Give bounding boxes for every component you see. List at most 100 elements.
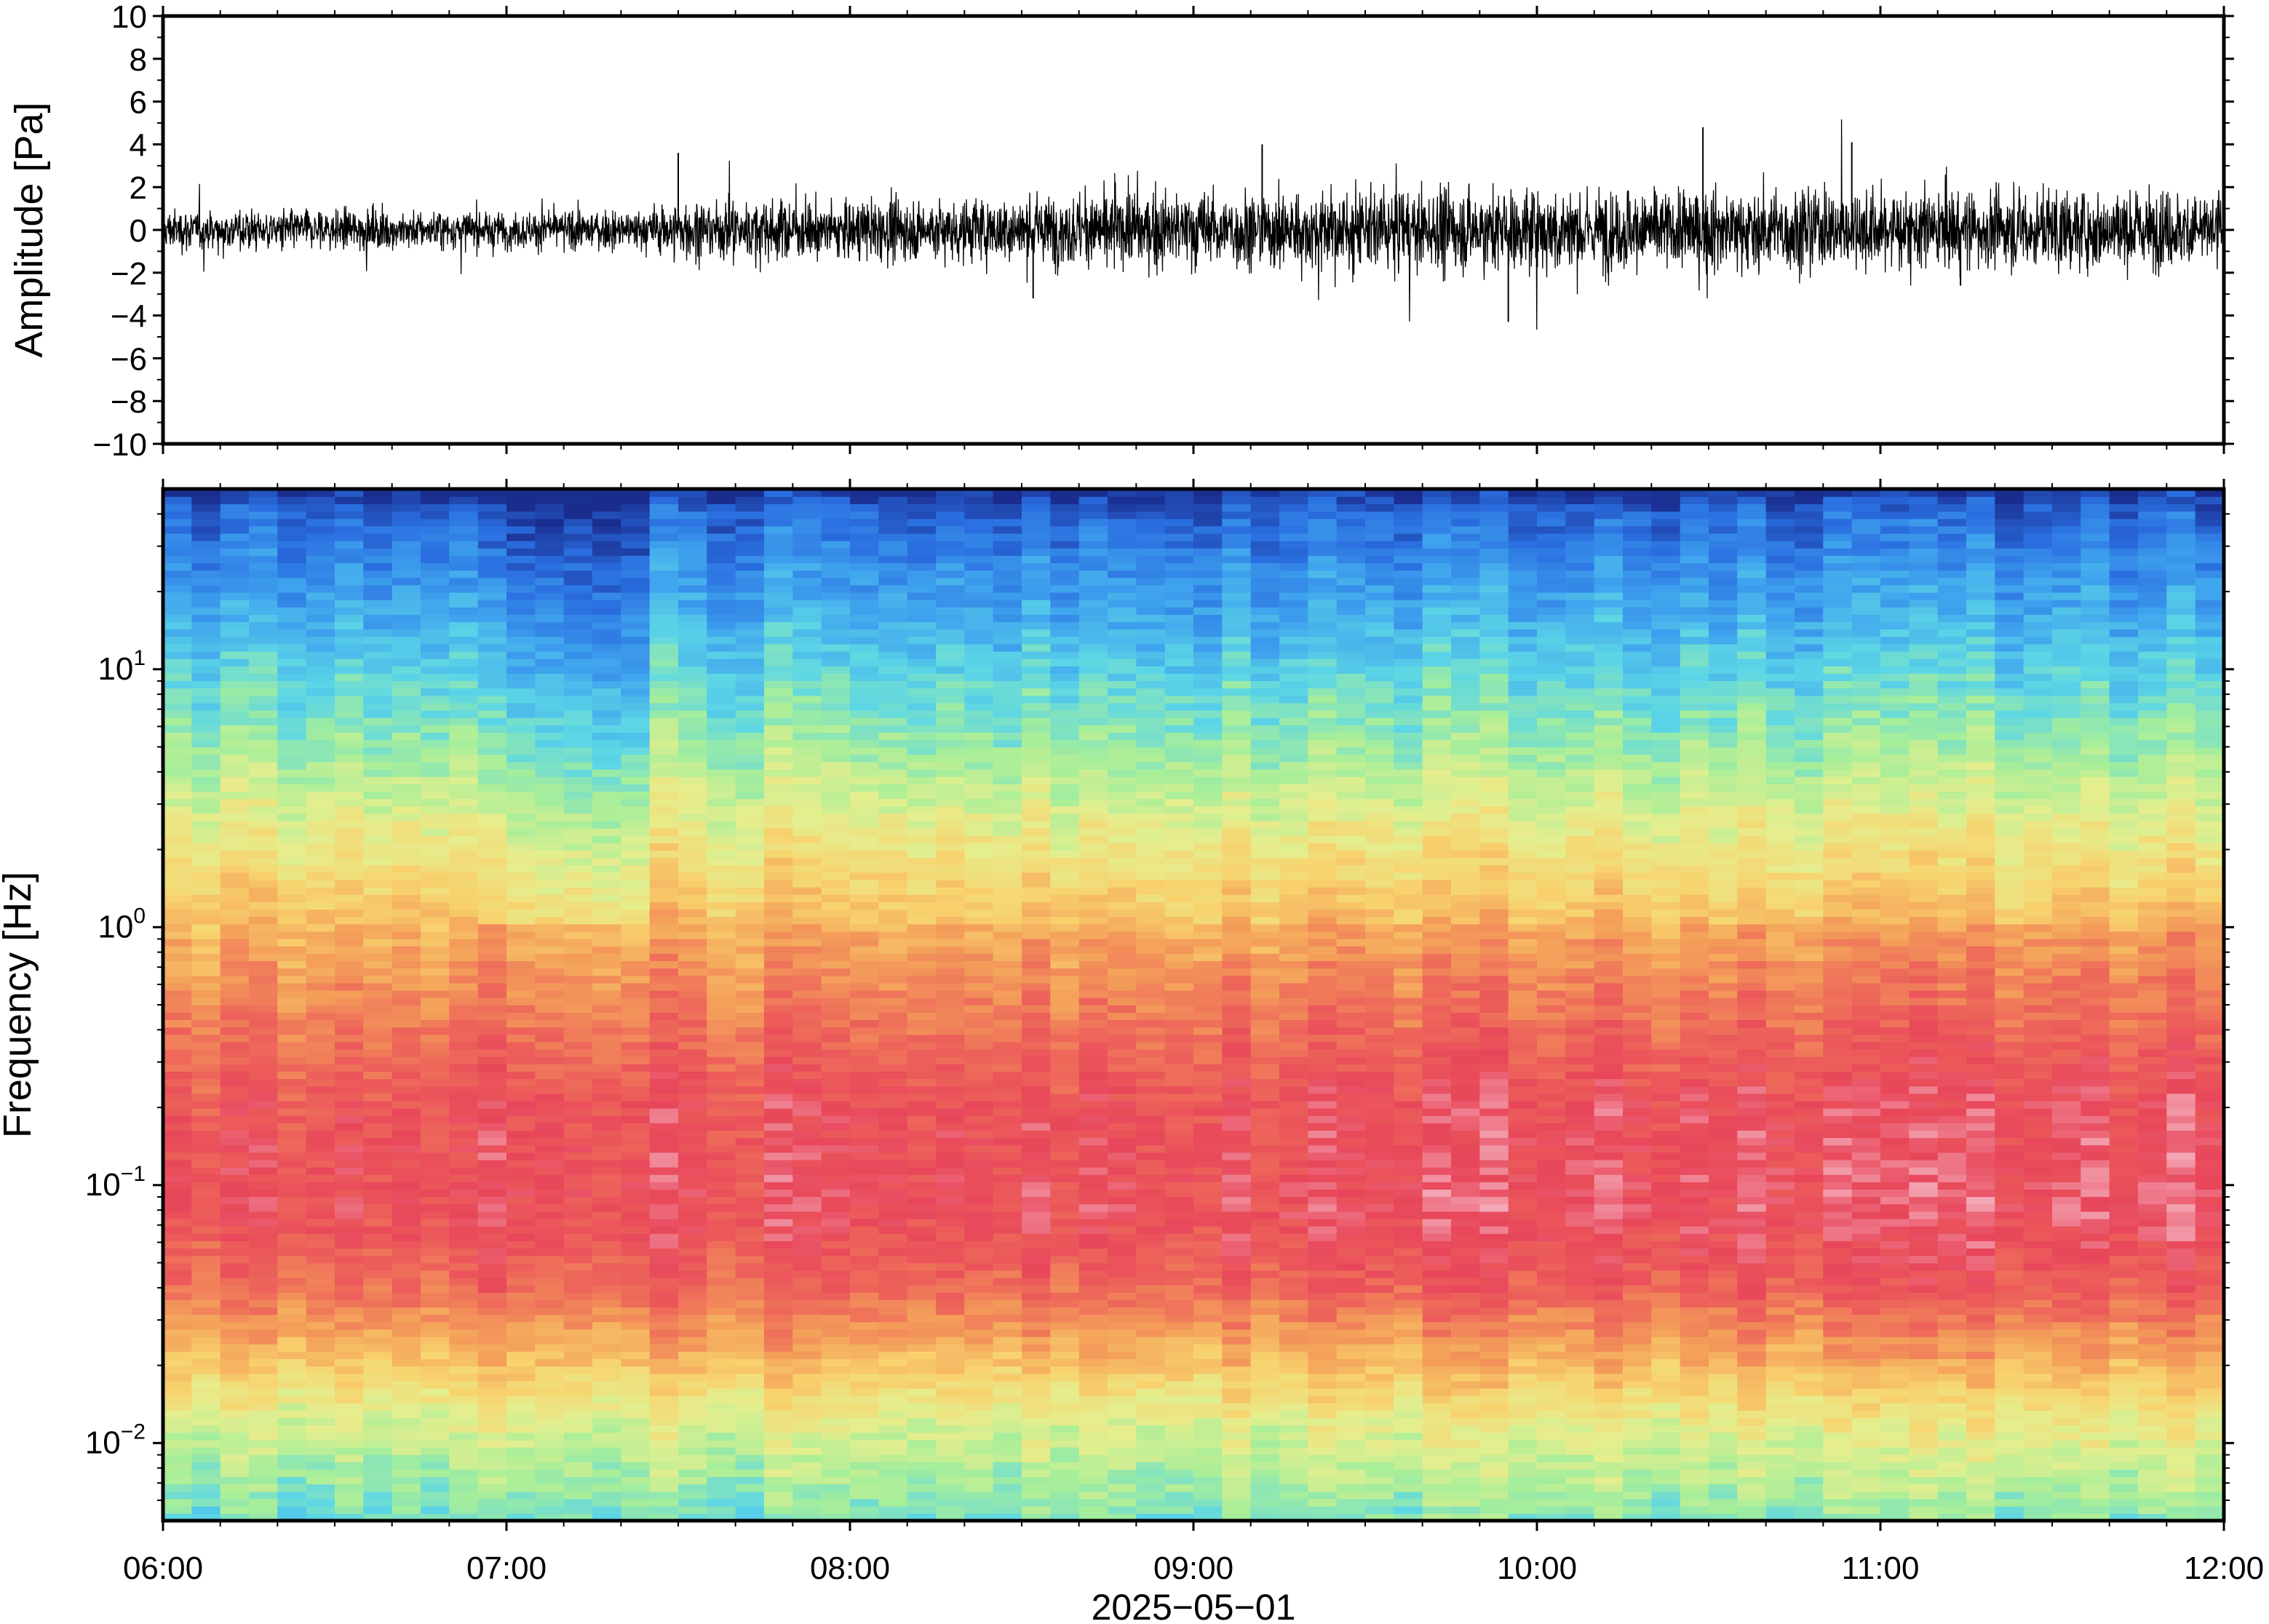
- spectrogram-cell: [506, 717, 536, 725]
- spectrogram-cell: [678, 1307, 708, 1315]
- spectrogram-cell: [163, 938, 193, 947]
- spectrogram-cell: [821, 879, 851, 888]
- spectrogram-cell: [477, 496, 507, 504]
- spectrogram-cell: [1108, 1034, 1137, 1043]
- spectrogram-cell: [678, 813, 708, 821]
- spectrogram-cell: [191, 953, 221, 961]
- spectrogram-cell: [1022, 695, 1052, 704]
- spectrogram-cell: [964, 1462, 994, 1470]
- spectrogram-cell: [1136, 990, 1166, 998]
- spectrogram-cell: [335, 1410, 365, 1418]
- spectrogram-cell: [220, 990, 250, 998]
- spectrogram-cell: [878, 1056, 908, 1064]
- spectrogram-cell: [878, 1410, 908, 1418]
- spectrogram-cell: [735, 732, 765, 741]
- spectrogram-cell: [993, 1462, 1022, 1470]
- spectrogram-cell: [392, 1027, 421, 1035]
- spectrogram-cell: [792, 525, 822, 534]
- spectrogram-cell: [449, 1078, 479, 1087]
- spectrogram-cell: [678, 1056, 708, 1064]
- spectrogram-cell: [907, 739, 937, 748]
- spectrogram-cell: [821, 1233, 851, 1241]
- spectrogram-cell: [735, 1012, 765, 1020]
- spectrogram-cell: [421, 533, 450, 541]
- spectrogram-cell: [335, 725, 365, 733]
- spectrogram-cell: [1050, 1432, 1080, 1441]
- spectrogram-cell: [535, 894, 565, 902]
- spectrogram-cell: [1078, 1241, 1108, 1249]
- spectrogram-cell: [964, 1307, 994, 1315]
- spectrogram-cell: [421, 916, 450, 925]
- spectrogram-cell: [621, 1218, 651, 1227]
- spectrogram-cell: [821, 518, 851, 527]
- spectrogram-cell: [1108, 518, 1137, 527]
- spectrogram-cell: [707, 827, 736, 836]
- spectrogram-cell: [249, 584, 279, 593]
- spectrogram-cell: [363, 503, 393, 512]
- spectrogram-cell: [821, 1123, 851, 1131]
- spectrogram-cell: [1050, 1218, 1080, 1227]
- spectrogram-cell: [1022, 1056, 1052, 1064]
- spectrogram-cell: [764, 1233, 794, 1241]
- spectrogram-cell: [392, 1189, 421, 1198]
- spectrogram-cell: [649, 864, 679, 873]
- spectrogram-cell: [1108, 864, 1137, 873]
- spectrogram-cell: [363, 1182, 393, 1190]
- spectrogram-cell: [792, 768, 822, 777]
- spectrogram-cell: [335, 1130, 365, 1139]
- spectrogram-cell: [764, 1402, 794, 1411]
- spectrogram-cell: [821, 901, 851, 910]
- spectrogram-cell: [1078, 732, 1108, 741]
- spectrogram-cell: [878, 1321, 908, 1330]
- spectrogram-cell: [907, 1329, 937, 1337]
- spectrogram-cell: [163, 503, 193, 512]
- spectrogram-cell: [792, 1211, 822, 1219]
- spectrogram-cell: [535, 570, 565, 578]
- spectrogram-cell: [220, 1203, 250, 1212]
- spectrogram-cell: [735, 1189, 765, 1198]
- spectrogram-cell: [1022, 739, 1052, 748]
- spectrogram-cell: [163, 960, 193, 969]
- spectrogram-cell: [936, 953, 966, 961]
- spectrogram-cell: [191, 1100, 221, 1109]
- spectrogram-cell: [449, 650, 479, 659]
- spectrogram-cell: [649, 835, 679, 843]
- spectrogram-cell: [678, 496, 708, 504]
- spectrogram-cell: [821, 805, 851, 814]
- spectrogram-cell: [907, 1166, 937, 1175]
- spectrogram-cell: [707, 1262, 736, 1271]
- spectrogram-cell: [1136, 1513, 1166, 1521]
- spectrogram-cell: [764, 533, 794, 541]
- spectrogram-cell: [1022, 688, 1052, 696]
- spectrogram-cell: [1078, 1425, 1108, 1433]
- spectrogram-cell: [1022, 1491, 1052, 1500]
- spectrogram-cell: [964, 666, 994, 674]
- spectrogram-cell: [363, 1454, 393, 1462]
- spectrogram-cell: [678, 673, 708, 682]
- spectrogram-cell: [563, 1137, 593, 1146]
- spectrogram-cell: [1078, 968, 1108, 976]
- spectrogram-cell: [792, 813, 822, 821]
- spectrogram-cell: [392, 1012, 421, 1020]
- spectrogram-cell: [907, 1336, 937, 1345]
- spectrogram-cell: [678, 695, 708, 704]
- spectrogram-cell: [592, 1041, 622, 1050]
- spectrogram-cell: [1108, 1241, 1137, 1249]
- spectrogram-cell: [1136, 1307, 1166, 1315]
- spectrogram-cell: [191, 511, 221, 520]
- spectrogram-cell: [993, 850, 1022, 859]
- spectrogram-cell: [449, 709, 479, 718]
- spectrogram-cell: [421, 1498, 450, 1507]
- spectrogram-cell: [678, 1373, 708, 1382]
- spectrogram-cell: [735, 1373, 765, 1382]
- spectrogram-cell: [878, 1137, 908, 1146]
- spectrogram-cell: [506, 1123, 536, 1131]
- spectrogram-cell: [936, 1380, 966, 1389]
- spectrogram-cell: [907, 725, 937, 733]
- spectrogram-cell: [850, 1358, 880, 1367]
- spectrogram-cell: [163, 1358, 193, 1367]
- spectrogram-cell: [678, 643, 708, 652]
- spectrogram-cell: [1078, 1432, 1108, 1441]
- spectrogram-cell: [764, 1498, 794, 1507]
- spectrogram-cell: [821, 688, 851, 696]
